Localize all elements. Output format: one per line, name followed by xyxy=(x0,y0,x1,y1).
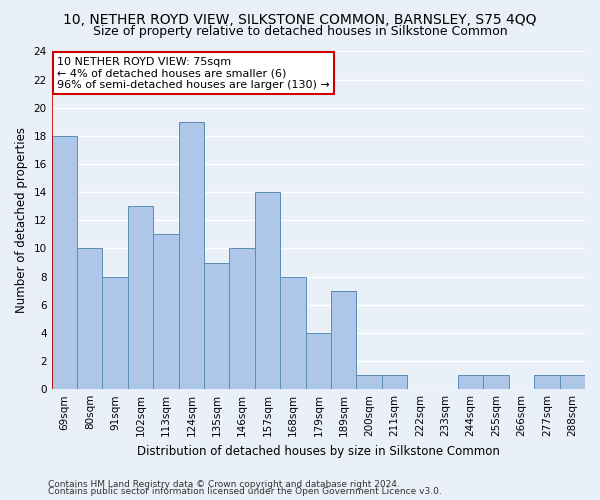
Bar xyxy=(153,234,179,389)
Text: Contains public sector information licensed under the Open Government Licence v3: Contains public sector information licen… xyxy=(48,487,442,496)
Text: 10 NETHER ROYD VIEW: 75sqm
← 4% of detached houses are smaller (6)
96% of semi-d: 10 NETHER ROYD VIEW: 75sqm ← 4% of detac… xyxy=(57,56,330,90)
Bar xyxy=(77,248,103,389)
Text: Size of property relative to detached houses in Silkstone Common: Size of property relative to detached ho… xyxy=(92,25,508,38)
Y-axis label: Number of detached properties: Number of detached properties xyxy=(15,128,28,314)
Bar xyxy=(331,290,356,389)
Bar xyxy=(382,375,407,389)
Bar xyxy=(103,276,128,389)
Bar xyxy=(52,136,77,389)
Text: Contains HM Land Registry data © Crown copyright and database right 2024.: Contains HM Land Registry data © Crown c… xyxy=(48,480,400,489)
Bar xyxy=(255,192,280,389)
Bar xyxy=(280,276,305,389)
Bar xyxy=(305,333,331,389)
Bar xyxy=(484,375,509,389)
Bar xyxy=(356,375,382,389)
Text: 10, NETHER ROYD VIEW, SILKSTONE COMMON, BARNSLEY, S75 4QQ: 10, NETHER ROYD VIEW, SILKSTONE COMMON, … xyxy=(63,12,537,26)
Bar xyxy=(229,248,255,389)
Bar xyxy=(458,375,484,389)
Bar xyxy=(204,262,229,389)
Bar xyxy=(128,206,153,389)
Bar xyxy=(534,375,560,389)
Bar xyxy=(179,122,204,389)
Bar xyxy=(560,375,585,389)
X-axis label: Distribution of detached houses by size in Silkstone Common: Distribution of detached houses by size … xyxy=(137,444,500,458)
